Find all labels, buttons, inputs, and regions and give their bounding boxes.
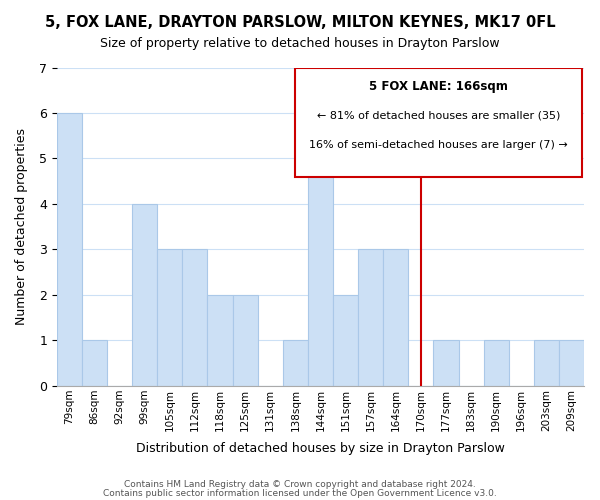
Text: 16% of semi-detached houses are larger (7) →: 16% of semi-detached houses are larger (… (309, 140, 568, 150)
Bar (182, 250, 208, 386)
Bar (333, 295, 358, 386)
Bar (484, 340, 509, 386)
Bar (283, 340, 308, 386)
Text: Contains public sector information licensed under the Open Government Licence v3: Contains public sector information licen… (103, 489, 497, 498)
X-axis label: Distribution of detached houses by size in Drayton Parslow: Distribution of detached houses by size … (136, 442, 505, 455)
Bar (433, 340, 458, 386)
Text: 5, FOX LANE, DRAYTON PARSLOW, MILTON KEYNES, MK17 0FL: 5, FOX LANE, DRAYTON PARSLOW, MILTON KEY… (44, 15, 556, 30)
Text: ← 81% of detached houses are smaller (35): ← 81% of detached houses are smaller (35… (317, 110, 560, 120)
Text: 5 FOX LANE: 166sqm: 5 FOX LANE: 166sqm (369, 80, 508, 93)
Bar (233, 295, 257, 386)
Bar (383, 250, 409, 386)
FancyBboxPatch shape (295, 68, 581, 176)
Bar (534, 340, 559, 386)
Bar (358, 250, 383, 386)
Bar (157, 250, 182, 386)
Y-axis label: Number of detached properties: Number of detached properties (15, 128, 28, 325)
Bar (208, 295, 233, 386)
Text: Contains HM Land Registry data © Crown copyright and database right 2024.: Contains HM Land Registry data © Crown c… (124, 480, 476, 489)
Bar (57, 113, 82, 386)
Text: Size of property relative to detached houses in Drayton Parslow: Size of property relative to detached ho… (100, 38, 500, 51)
Bar (308, 113, 333, 386)
Bar (559, 340, 584, 386)
Bar (132, 204, 157, 386)
Bar (82, 340, 107, 386)
